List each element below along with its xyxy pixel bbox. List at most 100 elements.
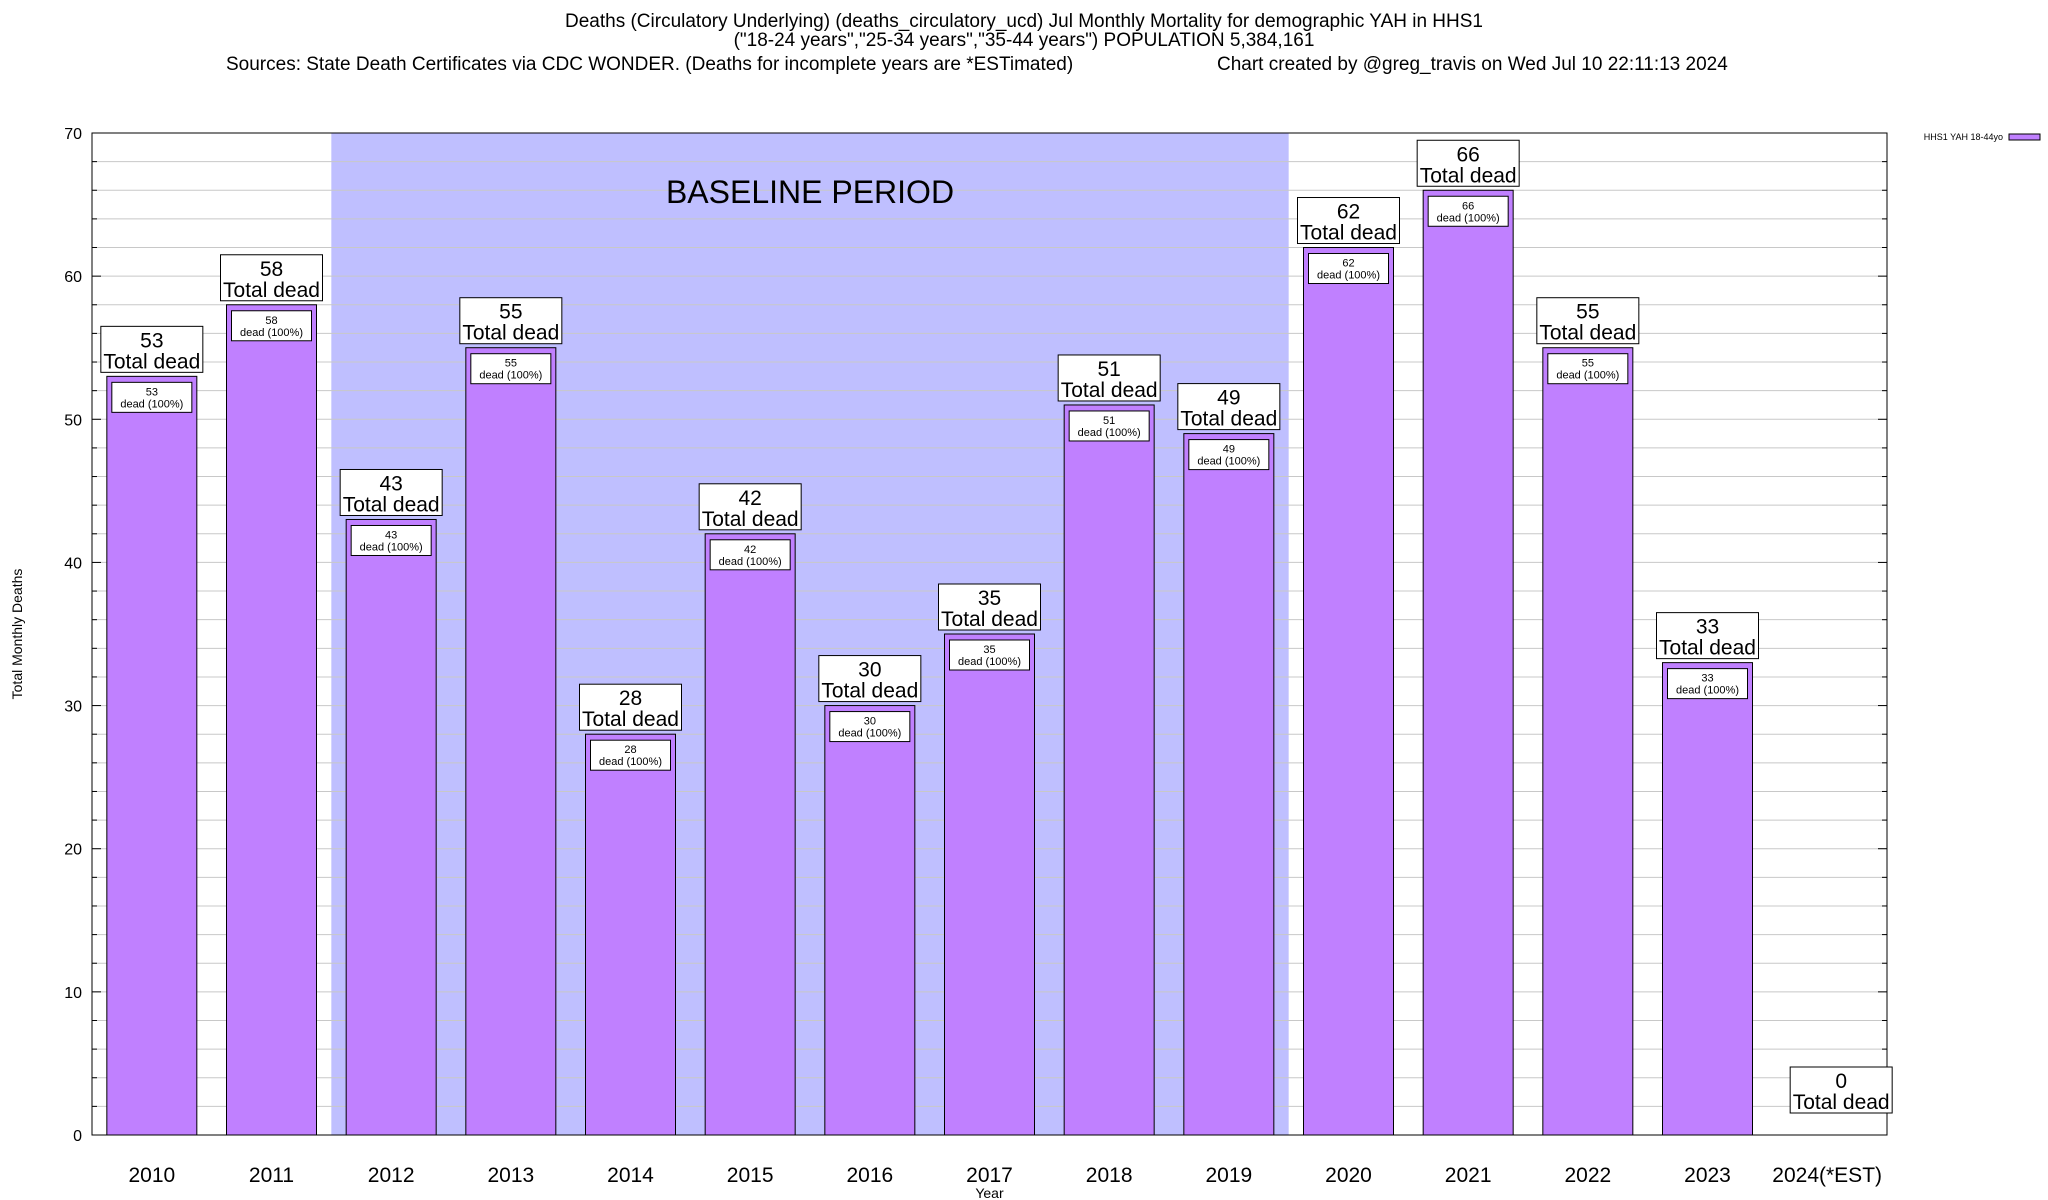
bar-label-box: [1308, 253, 1389, 285]
x-tick-label: 2012: [368, 1164, 415, 1187]
bar-percent-label: dead (100%): [1437, 212, 1500, 224]
total-value-label: 30: [858, 659, 881, 682]
chart-title: Deaths (Circulatory Underlying) (deaths_…: [565, 11, 1483, 32]
legend-swatch: [2008, 133, 2041, 141]
bar-percent-label: dead (100%): [240, 327, 303, 339]
total-label-box: [1177, 383, 1281, 431]
chart-subtitle: ("18-24 years","25-34 years","35-44 year…: [733, 30, 1315, 51]
bar: [1183, 433, 1275, 1136]
y-tick-label: 50: [64, 412, 82, 429]
bar-value-label: 43: [385, 529, 397, 541]
total-dead-label: Total dead: [462, 322, 559, 345]
total-label-box: [1057, 354, 1161, 402]
bar-value-label: 49: [1223, 444, 1235, 456]
bar-percent-label: dead (100%): [958, 656, 1021, 668]
bar-label-box: [470, 353, 552, 385]
total-label-box: [818, 655, 922, 703]
bar-value-label: 30: [864, 716, 876, 728]
bar-label-box: [590, 739, 671, 771]
bar: [345, 518, 437, 1136]
x-tick-label: 2013: [487, 1164, 534, 1187]
bar: [106, 375, 198, 1136]
total-value-label: 62: [1337, 201, 1360, 224]
total-value-label: 51: [1097, 358, 1120, 381]
total-label-box: [1297, 197, 1400, 245]
total-value-label: 33: [1696, 616, 1719, 639]
x-tick-label: 2022: [1564, 1164, 1611, 1187]
bar-label-box: [1427, 195, 1509, 227]
x-tick-label: 2017: [966, 1164, 1013, 1187]
total-dead-label: Total dead: [1793, 1091, 1890, 1114]
bar-value-label: 51: [1103, 415, 1115, 427]
bar-label-box: [949, 639, 1030, 671]
x-tick-label: 2015: [727, 1164, 774, 1187]
bar-percent-label: dead (100%): [1556, 370, 1619, 382]
total-dead-label: Total dead: [1420, 164, 1517, 187]
x-tick-label: 2023: [1684, 1164, 1731, 1187]
x-tick-label: 2011: [249, 1164, 294, 1187]
total-label-box: [698, 483, 802, 531]
bar: [1422, 189, 1514, 1136]
y-tick-label: 70: [64, 126, 82, 143]
bar-label-box: [111, 381, 193, 413]
bar-value-label: 42: [744, 544, 756, 556]
total-label-box: [579, 683, 682, 731]
bar-label-box: [1068, 410, 1150, 442]
total-value-label: 35: [978, 587, 1001, 610]
bar-percent-label: dead (100%): [120, 398, 183, 410]
bar: [585, 733, 676, 1136]
y-tick-label: 60: [64, 269, 82, 286]
total-dead-label: Total dead: [1300, 222, 1397, 245]
total-dead-label: Total dead: [343, 493, 440, 516]
bar-value-label: 55: [1582, 358, 1594, 370]
bar: [465, 347, 557, 1136]
total-value-label: 0: [1835, 1070, 1847, 1093]
bar-value-label: 35: [983, 644, 995, 656]
bar: [1662, 662, 1753, 1136]
bar-label-box: [1547, 353, 1629, 385]
y-tick-label: 20: [64, 842, 82, 859]
bar-percent-label: dead (100%): [1197, 456, 1260, 468]
legend-label: HHS1 YAH 18-44yo: [1924, 132, 2003, 142]
total-label-box: [339, 468, 443, 516]
bar-value-label: 66: [1462, 200, 1474, 212]
total-dead-label: Total dead: [702, 508, 799, 531]
x-tick-label: 2016: [846, 1164, 893, 1187]
bar-value-label: 53: [146, 386, 158, 398]
bar: [944, 633, 1035, 1136]
total-label-box: [100, 325, 204, 373]
bar-value-label: 58: [265, 315, 277, 327]
total-value-label: 42: [738, 487, 761, 510]
chart-title-block: Deaths (Circulatory Underlying) (deaths_…: [0, 12, 2048, 50]
x-axis-title: Year: [975, 1185, 1004, 1200]
total-value-label: 49: [1217, 387, 1240, 410]
bar-percent-label: dead (100%): [479, 370, 542, 382]
x-tick-label: 2010: [128, 1164, 175, 1187]
bar-label-box: [1667, 668, 1748, 700]
total-label-box: [938, 583, 1041, 631]
y-tick-label: 30: [64, 699, 82, 716]
bar-percent-label: dead (100%): [1317, 270, 1380, 282]
total-value-label: 58: [260, 258, 283, 281]
bar-label-box: [829, 711, 911, 743]
bar-percent-label: dead (100%): [599, 756, 662, 768]
baseline-period-label: BASELINE PERIOD: [666, 174, 954, 210]
bar: [1303, 247, 1394, 1136]
total-label-box: [1416, 139, 1520, 187]
bar-label-box: [350, 524, 432, 556]
bar-percent-label: dead (100%): [838, 728, 901, 740]
total-label-box: [1656, 612, 1759, 660]
bar-value-label: 55: [505, 358, 517, 370]
x-tick-label: 2024(*EST): [1772, 1164, 1882, 1187]
total-value-label: 53: [140, 329, 163, 352]
total-dead-label: Total dead: [1539, 322, 1636, 345]
x-tick-label: 2018: [1086, 1164, 1133, 1187]
x-tick-label: 2021: [1445, 1164, 1492, 1187]
bar-percent-label: dead (100%): [719, 556, 782, 568]
x-tick-label: 2014: [607, 1164, 654, 1187]
bar-value-label: 28: [624, 744, 636, 756]
y-tick-label: 10: [64, 985, 82, 1002]
total-dead-label: Total dead: [223, 279, 320, 302]
bar: [1542, 347, 1634, 1136]
